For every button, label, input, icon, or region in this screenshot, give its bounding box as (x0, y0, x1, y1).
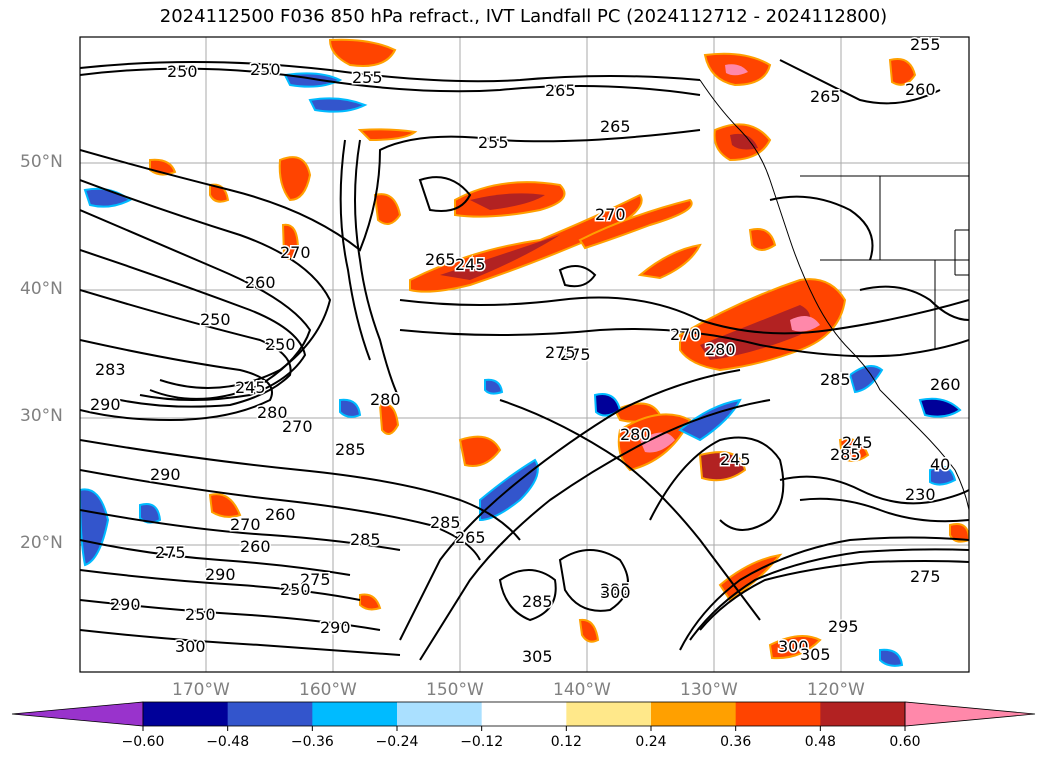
contour-label: 285 (820, 370, 851, 389)
contour-label: 275 (155, 543, 186, 562)
map-frame (79, 36, 970, 673)
lat-label-20n: 20°N (20, 533, 63, 553)
contour-label: 245 (842, 433, 873, 452)
contour-label: 280 (370, 390, 401, 409)
contour-label: 275 (560, 345, 591, 364)
colorbar-tick-label: −0.12 (460, 734, 504, 750)
contour-label: 265 (455, 528, 486, 547)
contour-label: 295 (600, 580, 631, 599)
contour-label: 285 (830, 445, 861, 464)
lon-label-140w: 140°W (553, 680, 611, 700)
colorbar-segment (566, 702, 652, 726)
lon-label-150w: 150°W (426, 680, 484, 700)
contour-label: 290 (150, 465, 181, 484)
contour-label: 283 (95, 360, 126, 379)
contour-label: 285 (335, 440, 366, 459)
colorbar-tick-label: 0.36 (720, 734, 752, 750)
contour-label: 285 (430, 513, 461, 532)
contour-label: 300 (778, 637, 809, 656)
contour-label: 250 (265, 335, 296, 354)
coastline (699, 79, 969, 511)
contour-label: 295 (828, 617, 859, 636)
contour-label: 255 (352, 68, 383, 87)
lon-label-160w: 160°W (299, 680, 357, 700)
contour-label: 270 (230, 515, 261, 534)
contour-label: 265 (810, 87, 841, 106)
contour-label: 275 (545, 343, 576, 362)
contour-label: 260 (930, 375, 961, 394)
contour-label: 270 (595, 205, 626, 224)
colorbar-tick-label: 0.12 (550, 734, 582, 750)
map-title: 2024112500 F036 850 hPa refract., IVT La… (159, 6, 888, 27)
contour-label: 250 (250, 60, 281, 79)
contour-label: 265 (600, 117, 631, 136)
colorbar-extend-right (904, 701, 1036, 727)
contour-label: 280 (705, 340, 736, 359)
contour-label: 245 (235, 378, 266, 397)
contour-label: 245 (455, 255, 486, 274)
colorbar-tick-label: −0.60 (121, 734, 165, 750)
colorbar-extend-left (11, 701, 144, 727)
lon-label-170w: 170°W (172, 680, 230, 700)
colorbar-frame (142, 701, 906, 727)
contour-lines (80, 59, 969, 661)
lat-label-50n: 50°N (20, 152, 63, 172)
colorbar-segment (312, 702, 398, 726)
contour-label: 250 (200, 310, 231, 329)
contour-label: 250 (185, 605, 216, 624)
colorbar-segment (397, 702, 483, 726)
colorbar-tick-label: 0.48 (804, 734, 836, 750)
contour-label: 270 (282, 417, 313, 436)
contour-label: 250 (280, 580, 311, 599)
lat-label-30n: 30°N (20, 406, 63, 426)
contour-label: 275 (910, 567, 941, 586)
contour-label: 290 (205, 565, 236, 584)
contour-label: 290 (320, 618, 351, 637)
contour-label: 260 (245, 273, 276, 292)
colorbar-tick-label: −0.24 (375, 734, 419, 750)
colorbar (11, 701, 1036, 731)
contour-label: 270 (670, 325, 701, 344)
contour-label: 305 (522, 647, 553, 666)
colorbar-segment (227, 702, 313, 726)
contour-label: 230 (905, 485, 936, 504)
contour-label: 265 (545, 81, 576, 100)
colorbar-tick-label: 0.24 (635, 734, 667, 750)
contour-label: 300 (600, 583, 631, 602)
colorbar-tick-label: −0.48 (206, 734, 250, 750)
colorbar-segment (820, 702, 906, 726)
contour-label: 250 (167, 62, 198, 81)
contour-label: 40 (930, 455, 950, 474)
colorbar-tick-label: 0.60 (889, 734, 921, 750)
contour-label: 260 (240, 537, 271, 556)
contour-label: 265 (425, 250, 456, 269)
colorbar-tick-label: −0.36 (290, 734, 334, 750)
contour-label: 285 (522, 592, 553, 611)
colorbar-segment (735, 702, 821, 726)
contour-label: 290 (110, 595, 141, 614)
colorbar-segment (481, 702, 567, 726)
contour-labels: 250 2552652652552602552652502702602502502… (89, 34, 963, 668)
lat-label-40n: 40°N (20, 279, 63, 299)
contour-label: 260 (265, 505, 296, 524)
contour-label: 255 (910, 35, 941, 54)
contour-label: 280 (620, 425, 651, 444)
contour-label: 275 (300, 570, 331, 589)
contour-label: 245 (720, 450, 751, 469)
colorbar-segment (143, 702, 229, 726)
lon-label-120w: 120°W (807, 680, 865, 700)
contour-label: 255 (478, 133, 509, 152)
contour-label: 290 (90, 395, 121, 414)
contour-label: 285 (350, 530, 381, 549)
lon-label-130w: 130°W (680, 680, 738, 700)
contour-label: 305 (800, 645, 831, 664)
contour-label: 300 (175, 637, 206, 656)
contour-label: 270 (280, 243, 311, 262)
colorbar-segment (651, 702, 737, 726)
contour-label: 280 (257, 403, 288, 422)
contour-label: 260 (905, 80, 936, 99)
